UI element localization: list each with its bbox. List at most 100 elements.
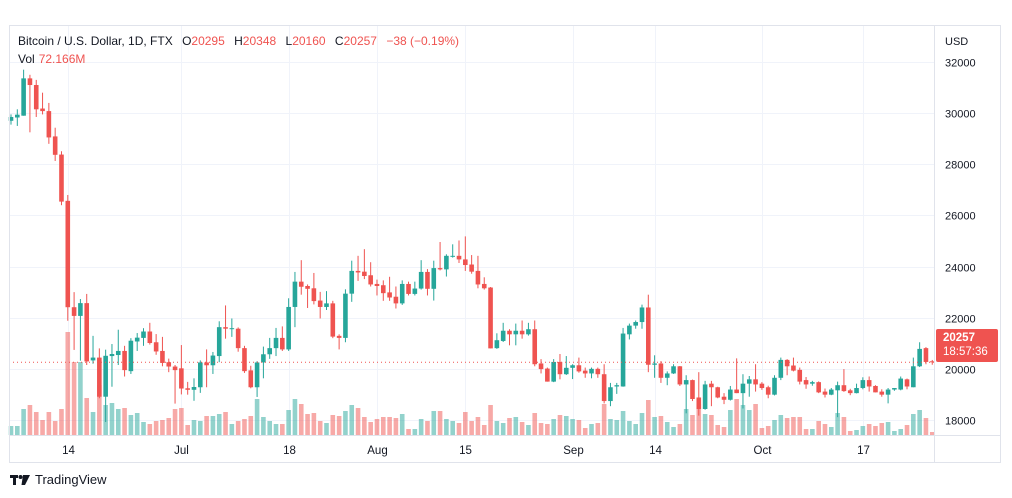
candle-body: [772, 377, 777, 395]
candle-body: [595, 368, 601, 375]
candle: [639, 304, 645, 329]
y-tick-label: 24000: [945, 263, 976, 275]
candle: [507, 329, 512, 346]
candle-body: [841, 385, 847, 392]
candle-body: [179, 368, 184, 389]
volume-bar: [746, 410, 752, 435]
volume-bar: [614, 420, 620, 435]
volume-bar: [317, 421, 323, 435]
volume-bar: [292, 399, 298, 435]
candle-body: [702, 384, 708, 409]
volume-bar: [418, 419, 424, 435]
volume-bar: [267, 421, 273, 435]
candle: [627, 323, 632, 340]
candle: [898, 376, 904, 391]
candle-body: [52, 136, 58, 155]
candle-body: [911, 366, 916, 388]
candle: [696, 372, 702, 416]
x-tick-label: 18: [283, 445, 296, 457]
volume-bar: [254, 399, 260, 435]
volume-bar: [223, 412, 228, 435]
candle: [210, 351, 216, 374]
candle: [134, 333, 140, 351]
candle-body: [223, 327, 228, 329]
candle: [97, 348, 102, 399]
candle: [46, 102, 52, 144]
volume-bar: [27, 405, 33, 435]
volume-bar: [721, 427, 727, 435]
candle: [904, 378, 910, 390]
candle-body: [204, 362, 209, 366]
candle: [614, 382, 620, 394]
candle-body: [847, 390, 853, 394]
volume-bar: [475, 417, 481, 435]
volume-bar: [368, 422, 373, 435]
candle: [103, 349, 108, 423]
volume-bar: [847, 431, 853, 435]
volume-bar: [892, 431, 897, 435]
candle: [128, 338, 134, 374]
candle: [608, 382, 613, 407]
volume-bar: [854, 430, 859, 435]
volume-bar: [431, 411, 437, 435]
candle: [570, 364, 575, 380]
candle: [923, 347, 929, 365]
candle-body: [450, 255, 455, 257]
candle-body: [59, 154, 64, 202]
tradingview-logo[interactable]: TradingView: [10, 472, 107, 487]
volume-bar: [835, 413, 840, 435]
candle: [185, 381, 190, 395]
candle-body: [481, 283, 487, 289]
volume-bar: [21, 409, 26, 435]
candle-body: [349, 270, 355, 294]
candle-body: [437, 268, 443, 270]
volume-bar: [481, 425, 487, 435]
candle-body: [33, 85, 39, 110]
volume-bar: [248, 416, 254, 435]
candle: [437, 242, 443, 271]
candle-body: [235, 328, 241, 349]
volume-bar: [349, 405, 355, 435]
candle: [803, 377, 809, 389]
x-tick-label: 14: [62, 445, 75, 457]
volume-bar: [166, 418, 172, 435]
volume-bar: [115, 409, 121, 435]
candle: [791, 357, 796, 372]
volume-bar: [646, 400, 651, 435]
candle: [122, 345, 127, 377]
price-axis[interactable]: USD 18000 20000 22000 24000 26000 28000 30000 3…: [945, 36, 976, 428]
candle: [286, 298, 291, 351]
symbol-title: Bitcoin / U.S. Dollar, 1D, FTX: [18, 34, 173, 48]
volume-bar: [784, 418, 790, 435]
candle-body: [728, 389, 733, 400]
candle: [33, 79, 39, 117]
candle-body: [709, 383, 714, 388]
candle: [15, 109, 20, 126]
volume-bar: [172, 409, 178, 435]
candle: [671, 364, 676, 374]
volume-bar: [399, 414, 405, 435]
candle-body: [923, 348, 929, 362]
x-tick-label: 17: [857, 445, 870, 457]
candle: [463, 236, 468, 271]
volume-bar: [84, 398, 90, 435]
volume-bar: [898, 429, 904, 435]
candle: [216, 321, 222, 363]
candle-body: [431, 268, 437, 289]
time-axis[interactable]: 14 Jul 18 Aug 15 Sep 14 Oct 17: [62, 445, 870, 457]
volume-bar: [740, 405, 746, 435]
volume-bar: [109, 403, 115, 435]
candle: [399, 280, 405, 305]
candle-body: [46, 111, 52, 138]
candle-body: [797, 369, 803, 382]
volume-bar: [557, 415, 563, 435]
volume-bar: [677, 424, 683, 435]
symbol-legend: Bitcoin / U.S. Dollar, 1D, FTX O20295 H2…: [18, 34, 459, 48]
candle: [90, 335, 96, 364]
candle-body: [97, 357, 102, 397]
candle: [450, 244, 455, 258]
candle: [582, 367, 588, 378]
volume-bar: [229, 424, 235, 435]
volume-bar: [273, 424, 279, 435]
